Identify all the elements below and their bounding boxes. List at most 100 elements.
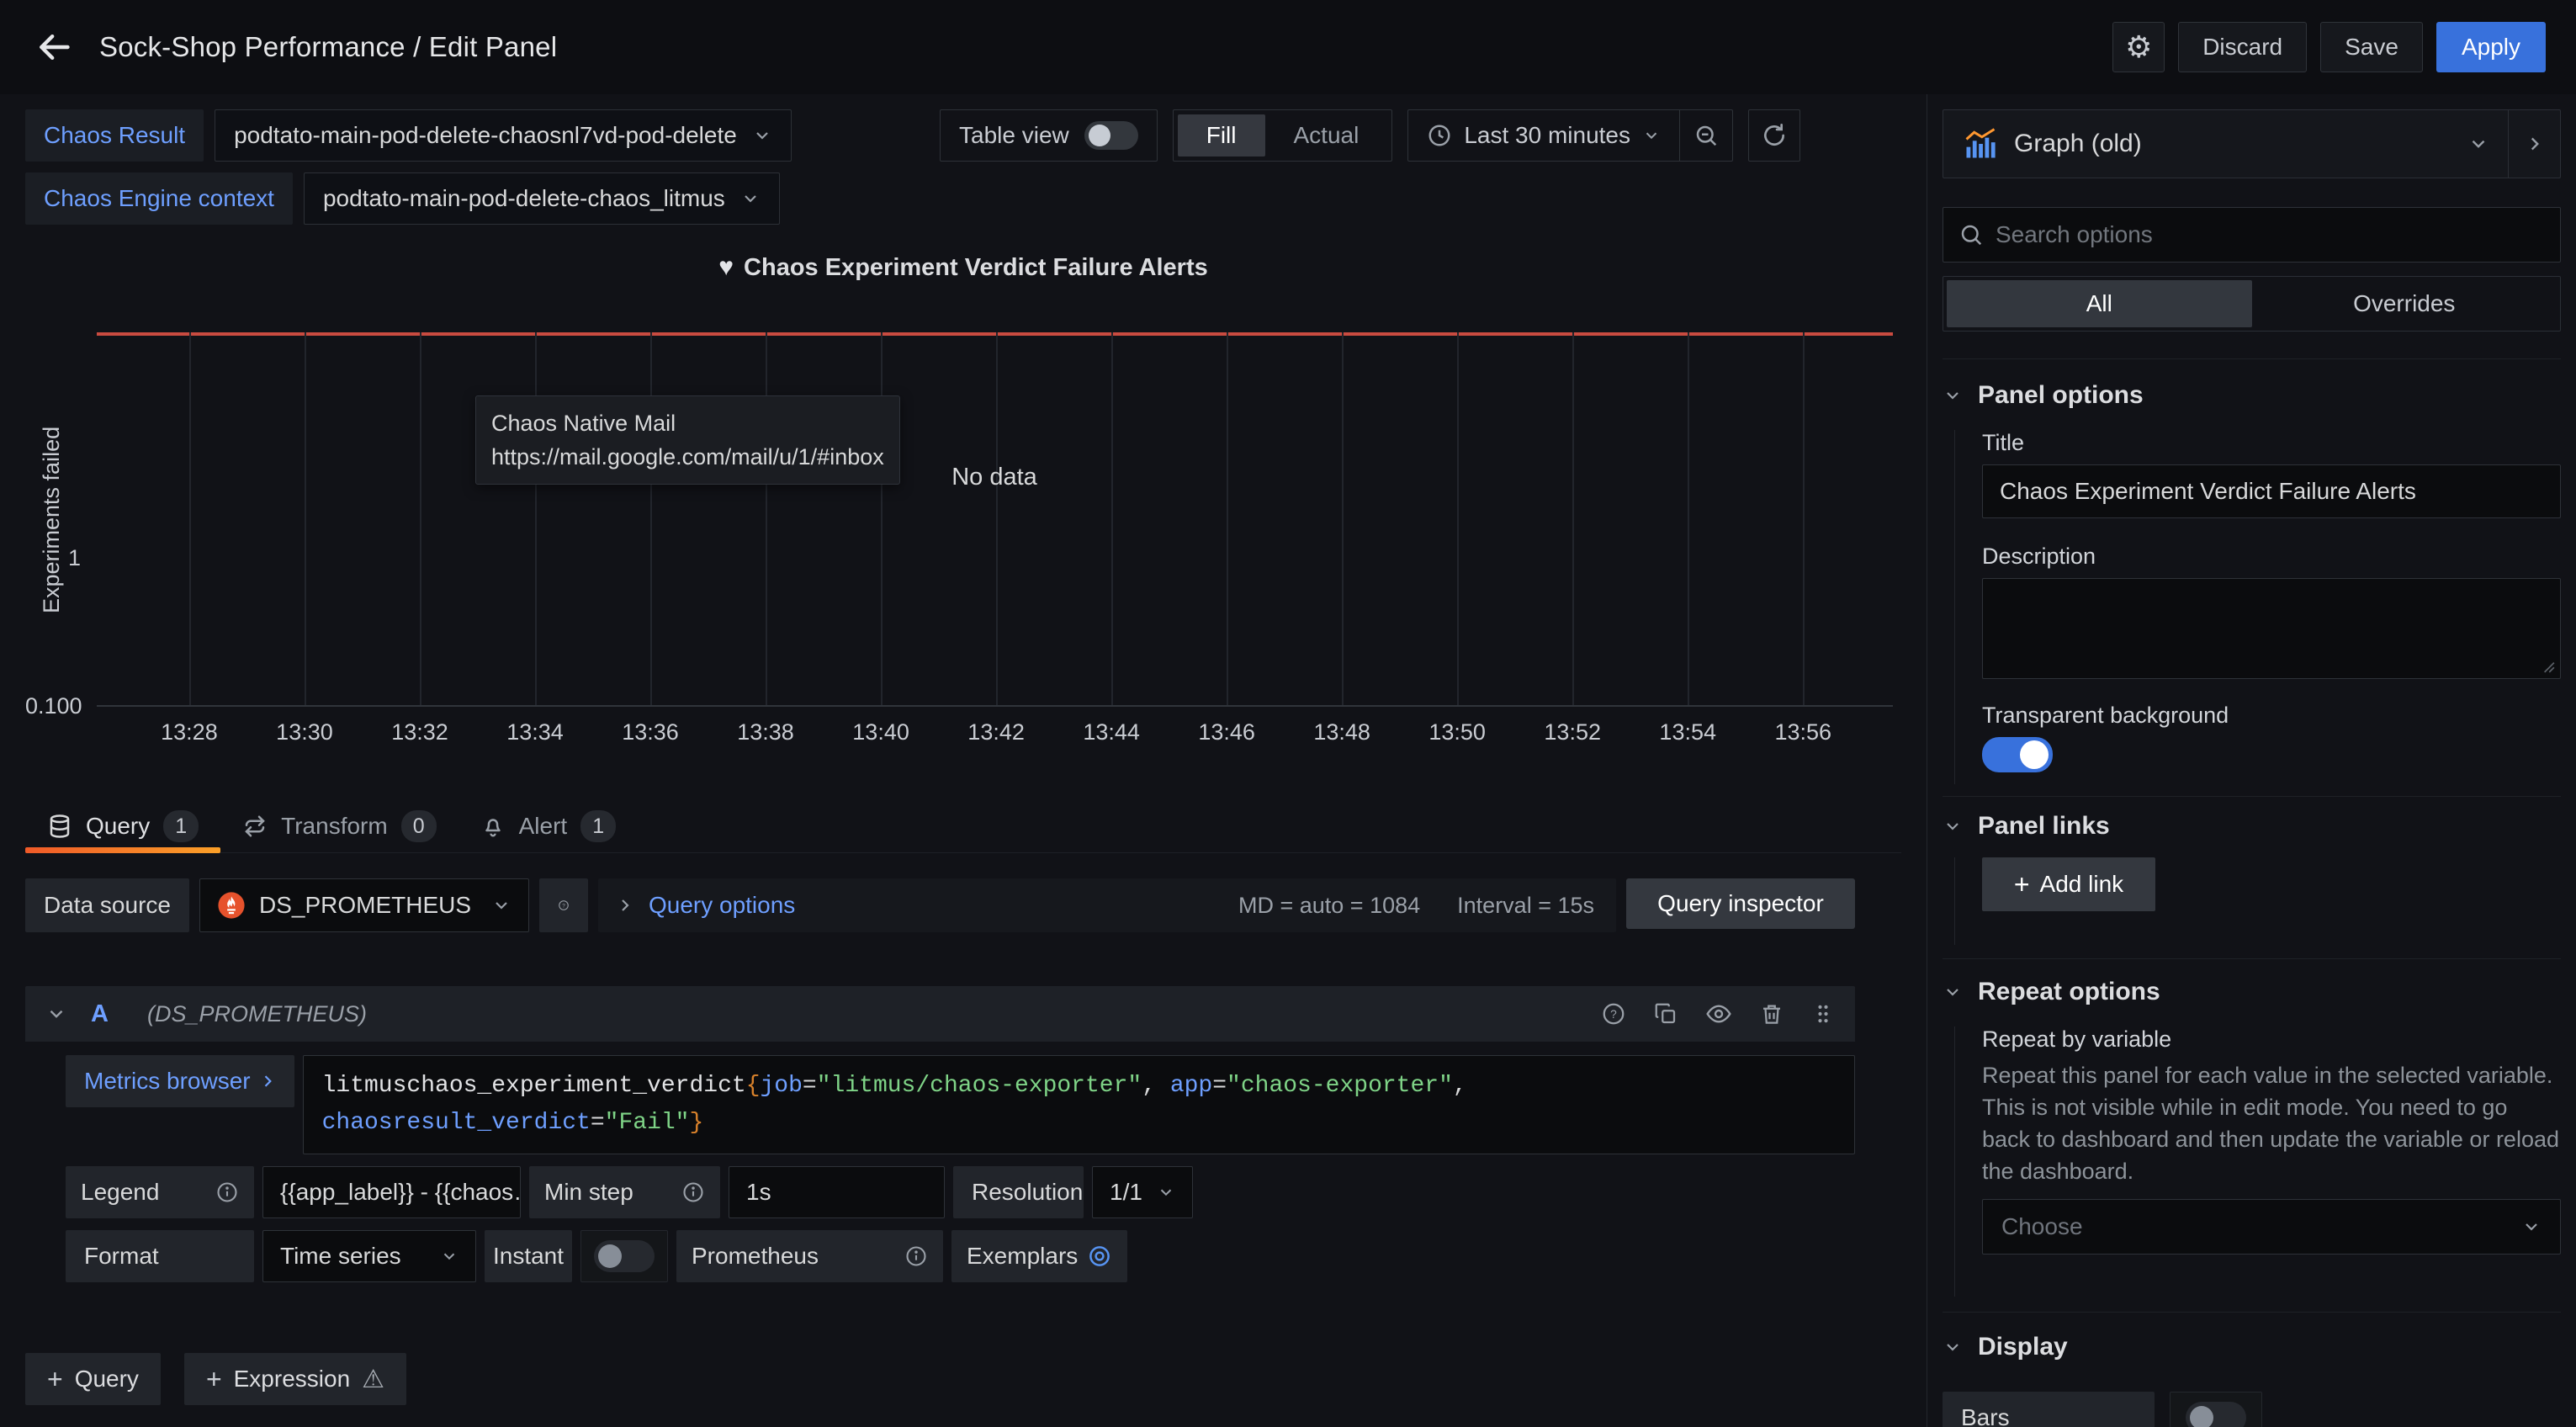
section-repeat-options[interactable]: Repeat options (1943, 978, 2561, 1006)
info-circle-icon (683, 1182, 703, 1202)
database-icon (50, 814, 70, 838)
gridline (188, 332, 191, 705)
metrics-browser-button[interactable]: Metrics browser (66, 1055, 294, 1107)
options-search-input[interactable] (1996, 221, 2545, 248)
panel-description-input[interactable] (2000, 579, 2543, 678)
hide-query-button[interactable] (1705, 1000, 1732, 1027)
editor-tabs: Query 1 Transform 0 Alert 1 (25, 800, 1901, 853)
gridline (1227, 332, 1229, 705)
chevron-down-icon (745, 195, 756, 203)
x-tick-label: 13:30 (276, 719, 333, 745)
edit-panel-main: Chaos Result podtato-main-pod-delete-cha… (0, 94, 1927, 1427)
time-range-picker[interactable]: Last 30 minutes (1408, 110, 1679, 161)
x-tick-label: 13:52 (1544, 719, 1601, 745)
panel-title-input[interactable] (2000, 478, 2543, 505)
zoom-out-time-button[interactable] (1680, 110, 1732, 161)
apply-button[interactable]: Apply (2436, 22, 2546, 72)
gridline (996, 332, 999, 705)
x-tick-label: 13:28 (161, 719, 218, 745)
plus-icon: + (47, 1364, 63, 1394)
delete-query-button[interactable] (1759, 1001, 1784, 1026)
repeat-by-variable-label: Repeat by variable (1982, 1026, 2172, 1052)
x-tick-label: 13:40 (852, 719, 909, 745)
exemplars-enabled-icon[interactable] (1087, 1244, 1112, 1269)
resolution-select[interactable]: 1/1 (1092, 1166, 1193, 1218)
tab-query[interactable]: Query 1 (25, 800, 221, 853)
format-select[interactable]: Time series (262, 1230, 476, 1282)
prometheus-icon (218, 892, 245, 919)
tab-alert[interactable]: Alert 1 (458, 800, 638, 852)
chevron-down-icon (2472, 140, 2485, 148)
help-circle-icon: ? (559, 900, 569, 910)
tab-transform[interactable]: Transform 0 (220, 800, 458, 852)
resize-handle-icon[interactable] (2540, 658, 2555, 673)
section-panel-links[interactable]: Panel links (1943, 812, 2561, 841)
tooltip-title: Chaos Native Mail (491, 411, 676, 436)
panel-settings-button[interactable]: ⚙ (2112, 22, 2165, 72)
toggle-viz-picker-button[interactable] (2508, 110, 2560, 178)
panel-preview: ♥ Chaos Experiment Verdict Failure Alerts… (25, 225, 1901, 780)
discard-button[interactable]: Discard (2178, 22, 2308, 72)
time-picker-group: Last 30 minutes (1407, 109, 1733, 162)
x-tick-label: 13:42 (967, 719, 1025, 745)
add-expression-button[interactable]: + Expression ⚠ (183, 1353, 407, 1405)
transparent-bg-toggle[interactable] (1982, 737, 2053, 772)
section-display[interactable]: Display (1943, 1333, 2561, 1361)
table-view-toggle[interactable] (1084, 121, 1138, 150)
svg-text:?: ? (1610, 1008, 1617, 1021)
repeat-variable-select[interactable]: Choose (1982, 1199, 2561, 1255)
plot-area[interactable] (97, 332, 1893, 707)
drag-handle[interactable] (1811, 1002, 1835, 1026)
transform-icon (245, 815, 265, 837)
gridline (304, 332, 306, 705)
query-help-button[interactable]: ? (1601, 1001, 1626, 1026)
actual-button[interactable]: Actual (1293, 122, 1360, 148)
fill-button[interactable]: Fill (1177, 114, 1265, 156)
query-inspector-button[interactable]: Query inspector (1626, 878, 1855, 929)
tab-all[interactable]: All (1947, 280, 2252, 327)
chevron-down-icon (1160, 1189, 1172, 1196)
refresh-icon (1764, 124, 1784, 146)
variable-select-chaos-engine-context[interactable]: podtato-main-pod-delete-chaos_litmus (303, 172, 780, 225)
back-arrow-icon[interactable] (30, 24, 77, 71)
chevron-down-icon (756, 132, 768, 140)
visualization-select[interactable]: Graph (old) (1943, 110, 2508, 178)
query-datasource-name: (DS_PROMETHEUS) (146, 1000, 367, 1026)
promql-expression[interactable]: litmuschaos_experiment_verdict{job="litm… (302, 1055, 1855, 1154)
x-tick-label: 13:56 (1774, 719, 1832, 745)
tab-overrides[interactable]: Overrides (2353, 290, 2456, 316)
min-step-input[interactable]: 1s (729, 1166, 945, 1218)
chevron-down-icon (2526, 1223, 2537, 1231)
max-data-points-stat: MD = auto = 1084 (1238, 892, 1421, 918)
legend-input[interactable]: {{app_label}} - {{chaos… (262, 1166, 521, 1218)
transform-count-badge: 0 (400, 810, 437, 842)
query-options-expander[interactable]: Query options MD = auto = 1084 Interval … (597, 878, 1616, 932)
instant-toggle-cell (580, 1230, 668, 1282)
datasource-help-button[interactable]: ? (538, 878, 588, 932)
panel-link-tooltip: Chaos Native Mail https://mail.google.co… (475, 395, 900, 485)
save-button[interactable]: Save (2320, 22, 2423, 72)
grip-dots-icon (1818, 1005, 1828, 1023)
query-count-badge: 1 (163, 810, 199, 842)
add-link-button[interactable]: + Add link (1982, 857, 2155, 911)
datasource-select[interactable]: DS_PROMETHEUS (199, 878, 529, 932)
zoom-out-icon (1696, 125, 1717, 146)
gridline (766, 332, 768, 705)
query-card-header: A (DS_PROMETHEUS) ? (25, 986, 1855, 1042)
options-search[interactable] (1943, 207, 2561, 263)
chevron-down-icon (496, 902, 507, 910)
bars-toggle[interactable] (2186, 1402, 2246, 1427)
plus-icon: + (205, 1364, 222, 1394)
panel-description-field[interactable] (1982, 578, 2561, 679)
bell-icon (485, 819, 501, 837)
variable-select-chaos-result[interactable]: podtato-main-pod-delete-chaosnl7vd-pod-d… (215, 109, 792, 162)
section-panel-options[interactable]: Panel options (1943, 381, 2561, 410)
x-tick-label: 13:44 (1083, 719, 1140, 745)
panel-title-field[interactable] (1982, 464, 2561, 518)
instant-toggle[interactable] (594, 1240, 655, 1272)
duplicate-query-button[interactable] (1653, 1001, 1678, 1026)
table-view-label: Table view (959, 122, 1069, 148)
add-query-button[interactable]: + Query (25, 1353, 161, 1405)
refresh-button[interactable] (1748, 109, 1800, 162)
collapse-chevron-icon[interactable] (45, 1003, 67, 1025)
